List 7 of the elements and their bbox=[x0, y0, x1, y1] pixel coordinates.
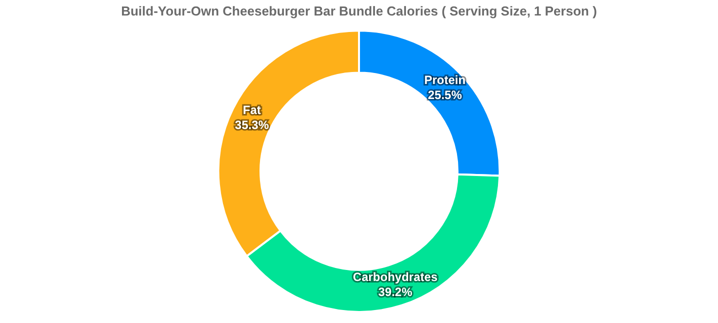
slice-label: Protein bbox=[424, 72, 466, 87]
data-label: 39.2% bbox=[378, 285, 413, 300]
data-label: 25.5% bbox=[428, 88, 462, 102]
slice-label: Fat bbox=[242, 102, 261, 117]
chart-title: Build-Your-Own Cheeseburger Bar Bundle Calories ( Serving Size, 1 Person ) bbox=[121, 3, 597, 18]
data-label: 35.3% bbox=[234, 118, 270, 132]
slice-label: Carbohydrates bbox=[352, 270, 438, 284]
